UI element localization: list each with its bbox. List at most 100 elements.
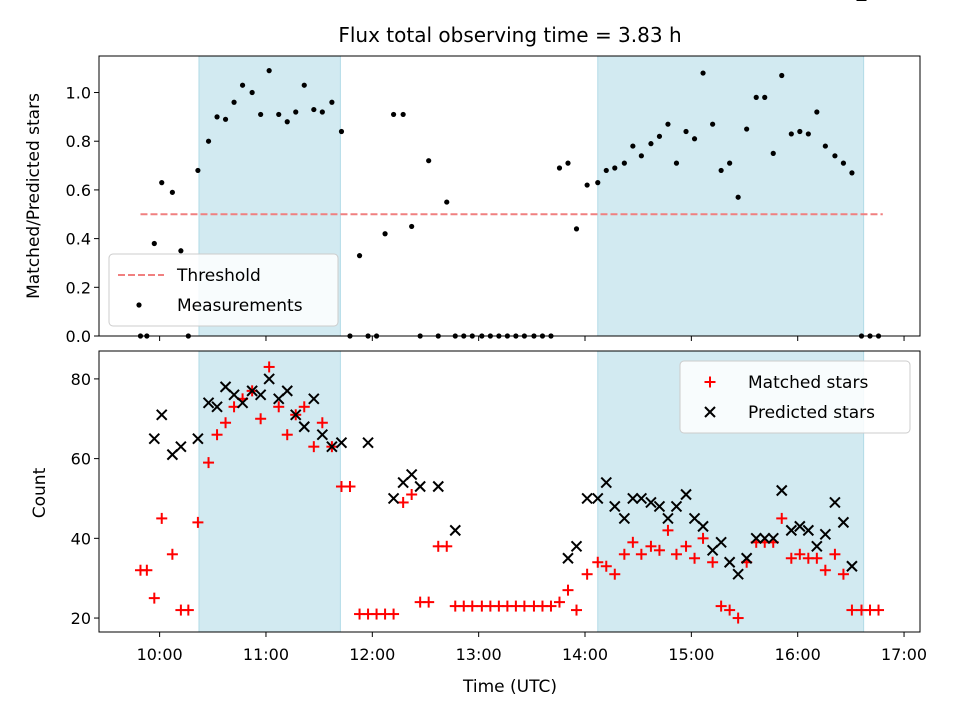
x-tick-label: 11:00	[243, 645, 289, 664]
legend-item: Matched stars	[704, 373, 868, 393]
data-point	[600, 476, 612, 489]
data-point	[545, 600, 557, 612]
data-point	[767, 532, 779, 545]
data-point	[231, 99, 237, 105]
data-point	[211, 429, 223, 441]
legend: Matched stars Predicted stars	[679, 360, 911, 434]
data-point	[832, 153, 838, 159]
data-point	[220, 417, 232, 429]
data-point	[192, 432, 204, 445]
data-point	[648, 141, 654, 147]
data-point	[727, 160, 733, 166]
data-point	[254, 389, 267, 401]
data-point	[444, 199, 450, 205]
series-measurements	[137, 68, 882, 339]
data-point	[178, 248, 184, 254]
data-point	[290, 409, 302, 421]
data-point	[426, 158, 432, 164]
shaded-interval-2	[597, 55, 865, 337]
legend-label: Matched stars	[748, 373, 868, 393]
data-point	[222, 116, 229, 122]
data-point	[284, 119, 290, 125]
data-point	[609, 500, 621, 513]
data-point	[785, 524, 798, 537]
data-point	[691, 136, 698, 142]
data-point	[356, 253, 363, 259]
data-point	[414, 480, 426, 493]
data-point	[776, 512, 788, 524]
data-point	[562, 584, 574, 596]
data-point	[387, 492, 400, 505]
y-tick-label: 80	[71, 370, 91, 389]
data-point	[592, 556, 604, 568]
data-point	[382, 231, 388, 237]
data-point	[819, 528, 832, 541]
plot-frame	[98, 55, 921, 337]
data-point	[819, 564, 831, 576]
data-point	[570, 540, 583, 553]
data-point	[449, 524, 461, 537]
data-point	[281, 385, 293, 397]
data-point	[553, 596, 565, 608]
data-point	[645, 496, 657, 509]
legend-item: Measurements	[136, 296, 303, 316]
data-point	[788, 131, 794, 137]
series-predicted-stars	[148, 0, 867, 580]
data-point	[822, 143, 828, 149]
data-point	[829, 548, 841, 560]
data-point	[680, 488, 692, 501]
data-point	[409, 223, 415, 230]
data-point	[151, 240, 157, 247]
data-point	[710, 121, 716, 127]
data-point	[618, 512, 631, 525]
data-point	[281, 429, 293, 441]
data-point	[846, 604, 858, 616]
data-point	[148, 592, 160, 604]
data-point	[581, 568, 593, 580]
data-point	[635, 548, 647, 560]
y-tick-label: 0.6	[66, 181, 91, 200]
y-tick-label: 0.8	[66, 132, 91, 151]
y-tick-label: 0.4	[66, 230, 91, 249]
data-point	[609, 568, 621, 580]
data-point	[600, 560, 612, 572]
data-point	[319, 109, 325, 115]
data-point	[715, 536, 727, 549]
data-point	[192, 516, 204, 528]
x-tick-label: 15:00	[668, 645, 714, 664]
data-point	[565, 160, 571, 166]
y-tick-label: 0.2	[66, 278, 91, 297]
x-tick-label: 12:00	[349, 645, 395, 664]
data-point	[326, 440, 338, 453]
data-point	[794, 548, 806, 560]
data-point	[724, 604, 736, 616]
data-point	[662, 524, 674, 536]
data-point	[266, 68, 272, 74]
data-point	[811, 552, 823, 564]
data-point	[635, 492, 648, 505]
data-point	[246, 385, 258, 397]
top-panel: 0.0 0.2 0.4 0.6 0.8 1.0 Threshold Measurements	[66, 55, 921, 346]
data-point	[776, 484, 788, 497]
data-point	[405, 468, 418, 481]
legend-box	[679, 360, 911, 434]
data-point	[263, 373, 275, 385]
data-point	[638, 153, 644, 159]
data-point	[202, 397, 215, 409]
data-point	[744, 126, 750, 132]
legend: Threshold Measurements	[108, 253, 339, 327]
bottom-y-axis-label: Count	[30, 467, 50, 518]
data-point	[258, 111, 264, 118]
data-point	[175, 440, 187, 453]
data-point	[805, 131, 811, 137]
data-point	[584, 182, 590, 188]
data-point	[316, 417, 328, 429]
data-point	[612, 165, 618, 171]
data-point	[562, 552, 574, 564]
data-point	[797, 128, 803, 135]
data-point	[592, 492, 604, 505]
data-point	[263, 361, 275, 373]
data-point	[249, 89, 255, 96]
x-tick-label: 17:00	[881, 645, 927, 664]
